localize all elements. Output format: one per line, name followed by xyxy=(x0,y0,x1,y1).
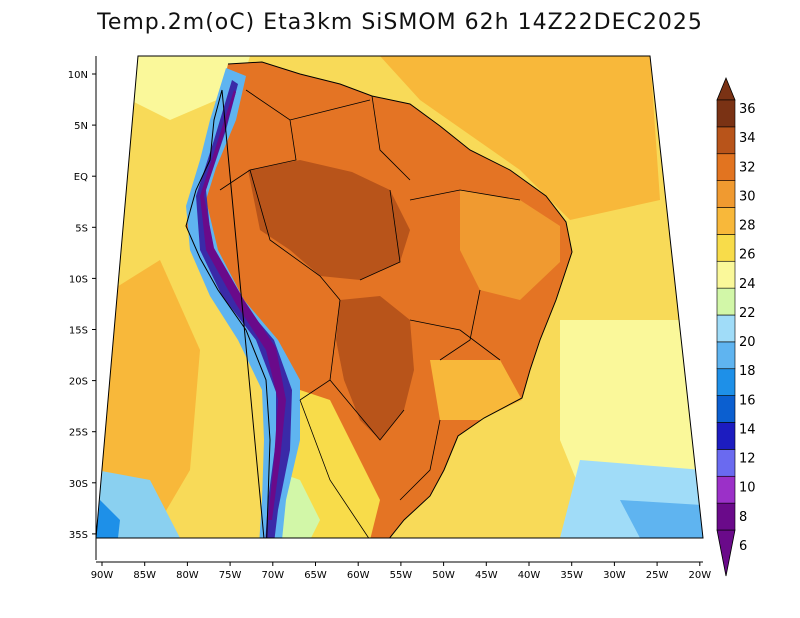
colorbar-label: 32 xyxy=(739,160,756,175)
colorbar-upper-arrow xyxy=(716,76,736,101)
colorbar-label: 6 xyxy=(739,539,747,554)
colorbar-label: 14 xyxy=(739,422,756,437)
map-frame xyxy=(95,55,704,539)
colorbar-swatch xyxy=(716,502,736,531)
amazon-hot-core xyxy=(248,160,410,280)
colorbar-swatch xyxy=(716,422,736,450)
lat-tick-label: 20S xyxy=(69,377,88,388)
lon-tick-label: 45W xyxy=(475,570,498,581)
map-title: Temp.2m(oC) Eta3km SiSMOM 62h 14Z22DEC20… xyxy=(97,10,703,35)
lat-tick-label: EQ xyxy=(74,172,88,183)
lat-tick-label: 35S xyxy=(69,530,88,541)
map-panel xyxy=(95,55,704,539)
colorbar-swatch xyxy=(716,341,736,370)
colorbar-label: 8 xyxy=(739,510,747,525)
lon-tick-label: 65W xyxy=(304,570,327,581)
lon-tick-label: 75W xyxy=(219,570,242,581)
colorbar-label: 12 xyxy=(739,452,756,467)
andes-peaks xyxy=(200,90,286,520)
lon-tick-label: 85W xyxy=(133,570,156,581)
ocean-north-atlantic xyxy=(380,56,660,220)
southeast-mild xyxy=(430,360,522,420)
lon-tick-label: 40W xyxy=(518,570,541,581)
colorbar-swatch xyxy=(716,368,736,396)
lat-tick-label: 10N xyxy=(68,70,88,81)
colorbar-swatch xyxy=(716,207,736,235)
colorbar-label: 24 xyxy=(739,277,756,292)
colorbar-swatch xyxy=(716,287,736,316)
colorbar-swatch xyxy=(716,395,736,423)
longitude-axis: 90W 85W 80W 75W 70W 65W 60W 55W 50W 45W 40W 35W 30W 2… xyxy=(91,561,711,581)
colorbar-swatch xyxy=(716,449,736,477)
lon-tick-label: 25W xyxy=(646,570,669,581)
lat-tick-label: 15S xyxy=(69,326,88,337)
colorbar-lower-arrow xyxy=(716,529,736,577)
lat-tick-label: 5N xyxy=(74,121,88,132)
colorbar-label: 10 xyxy=(739,481,756,496)
colorbar-swatch xyxy=(716,260,736,289)
ocean-colder-southeast xyxy=(620,500,703,538)
latitude-axis: 10N 5N EQ 5S 10S 15S 20S 25S 30S 35S xyxy=(68,56,97,560)
colorbar-label: 16 xyxy=(739,393,756,408)
northeast-warm xyxy=(460,190,560,300)
central-hot-core xyxy=(336,296,414,440)
lon-tick-label: 60W xyxy=(347,570,370,581)
colorbar-label: 20 xyxy=(739,335,756,350)
colorbar: 6 8 10 12 14 16 18 20 22 24 26 28 30 32 34 36 xyxy=(716,76,756,577)
colorbar-swatch xyxy=(716,234,736,262)
colorbar-label: 18 xyxy=(739,364,756,379)
colorbar-swatch xyxy=(716,475,736,504)
lon-tick-label: 70W xyxy=(261,570,284,581)
country-borders xyxy=(219,89,521,538)
colorbar-label: 30 xyxy=(739,189,756,204)
lat-tick-label: 5S xyxy=(75,223,88,234)
colorbar-swatch xyxy=(716,153,736,181)
ocean-warm-west xyxy=(96,260,200,538)
lat-tick-label: 30S xyxy=(69,479,88,490)
lon-tick-label: 90W xyxy=(91,570,114,581)
lon-tick-label: 20W xyxy=(688,570,711,581)
colorbar-swatch xyxy=(716,314,736,343)
colorbar-label: 34 xyxy=(739,131,756,146)
lon-tick-label: 55W xyxy=(390,570,413,581)
lat-tick-label: 25S xyxy=(69,428,88,439)
coastline xyxy=(185,61,573,538)
colorbar-label: 26 xyxy=(739,248,756,263)
colorbar-swatch xyxy=(716,126,736,155)
ocean-north-pacific xyxy=(130,56,250,120)
colorbar-label: 22 xyxy=(739,306,756,321)
lon-tick-label: 80W xyxy=(176,570,199,581)
lon-tick-label: 30W xyxy=(603,570,626,581)
colorbar-swatch xyxy=(716,180,736,208)
lat-tick-label: 10S xyxy=(69,274,88,285)
ocean-cold-southwest xyxy=(96,500,120,538)
colorbar-label: 36 xyxy=(739,102,756,117)
colorbar-label: 28 xyxy=(739,219,756,234)
lon-tick-label: 35W xyxy=(560,570,583,581)
colorbar-swatch xyxy=(716,99,736,128)
lon-tick-label: 50W xyxy=(432,570,455,581)
